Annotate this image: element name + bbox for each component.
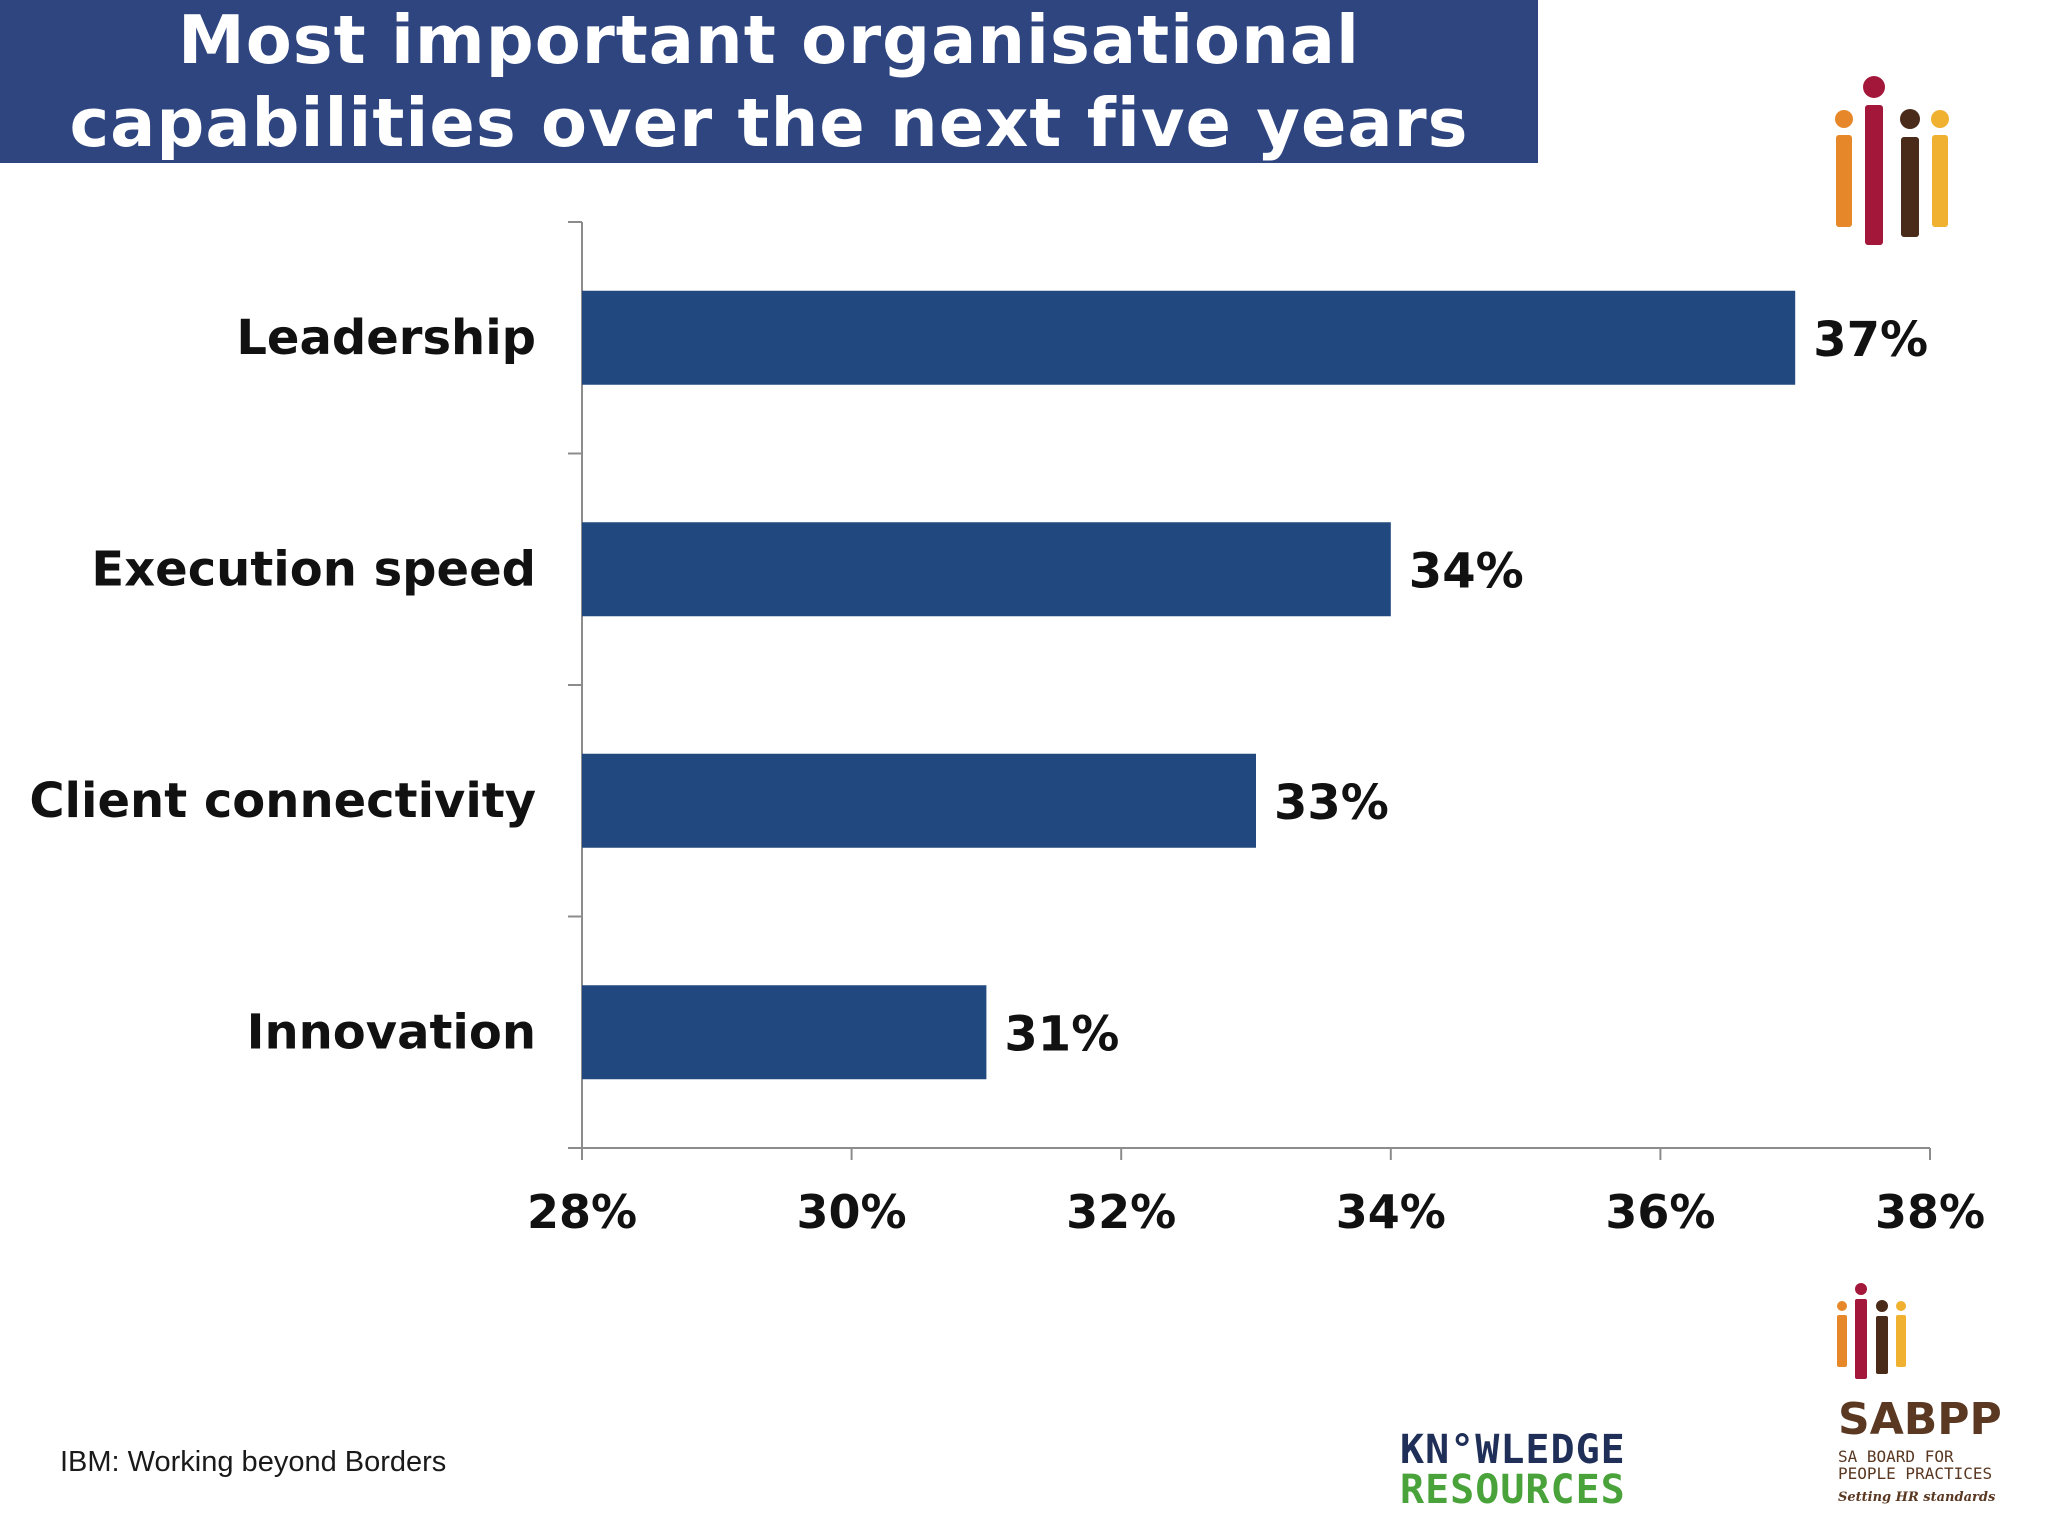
x-tick-label: 36% (1605, 1185, 1715, 1239)
bar-chart: 28% 30% 32% 34% 36% 38% Leadership 37% Execution… (29, 221, 1985, 1239)
sabpp-name: SABPP (1838, 1394, 2002, 1445)
source-note: IBM: Working beyond Borders (60, 1446, 447, 1478)
category-label: Leadership (236, 310, 536, 366)
category-label: Client connectivity (29, 773, 536, 829)
x-tick-label: 38% (1875, 1185, 1985, 1239)
x-tick-label: 30% (797, 1185, 907, 1239)
title-banner: Most important organisational capabiliti… (0, 0, 1538, 163)
category-label: Innovation (247, 1004, 536, 1060)
bar (582, 753, 1256, 848)
data-label: 33% (1274, 775, 1389, 831)
sabpp-logo-icon (1835, 76, 1949, 245)
sabpp-subtitle: SA BOARD FOR PEOPLE PRACTICES (1838, 1447, 1993, 1483)
data-label: 34% (1409, 543, 1524, 599)
kr-logo-line2: RESOURCES (1400, 1467, 1626, 1513)
sabpp-logo: SABPP SA BOARD FOR PEOPLE PRACTICES Sett… (1822, 1282, 2032, 1512)
bar (582, 522, 1391, 617)
kr-logo-line1: KN°WLEDGE (1400, 1427, 1626, 1473)
sabpp-tagline: Setting HR standards (1838, 1490, 1996, 1505)
data-label: 37% (1813, 312, 1928, 368)
sabpp-mark-icon (1837, 1283, 1906, 1379)
x-tick-label: 32% (1066, 1185, 1176, 1239)
x-tick-label: 28% (527, 1185, 637, 1239)
bar (582, 985, 987, 1080)
category-label: Execution speed (91, 541, 536, 597)
page-title: Most important organisational capabiliti… (69, 0, 1469, 162)
x-tick-label: 34% (1336, 1185, 1446, 1239)
bar (582, 290, 1796, 385)
data-label: 31% (1004, 1006, 1119, 1062)
knowledge-resources-logo: KN°WLEDGE RESOURCES (1400, 1430, 1760, 1512)
